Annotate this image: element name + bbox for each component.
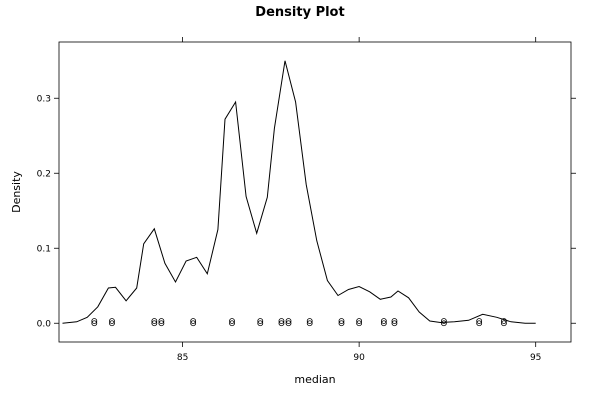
rug-point — [151, 318, 158, 324]
rug-point — [501, 320, 507, 327]
density-series-line — [62, 60, 536, 324]
rug-point — [257, 320, 264, 327]
rug-point — [285, 318, 292, 324]
y-axis-label: Density — [10, 171, 23, 213]
y-tick-label: 0.3 — [37, 94, 51, 104]
x-tick-label: 95 — [530, 353, 541, 363]
plot-panel-border — [58, 41, 572, 343]
rug-point — [278, 320, 285, 327]
rug-point — [501, 318, 507, 324]
rug-point — [285, 320, 292, 327]
rug-point — [476, 320, 483, 327]
rug-point — [356, 318, 363, 324]
y-tick-label: 0.2 — [37, 169, 51, 179]
y-axis: 0.0 0.1 0.2 0.3 — [37, 94, 576, 329]
rug-point — [476, 318, 483, 324]
rug-point — [229, 320, 235, 327]
rug-point — [158, 320, 165, 327]
rug-point — [440, 320, 447, 327]
rug-point — [380, 318, 387, 324]
rug-point — [338, 320, 345, 327]
rug-point — [306, 320, 313, 327]
rug-point — [356, 320, 363, 327]
chart-title: Density Plot — [255, 5, 344, 20]
y-tick-label: 0.0 — [37, 319, 52, 329]
x-axis-label: median — [294, 373, 335, 386]
y-tick-label: 0.1 — [37, 244, 51, 254]
rug-point — [151, 320, 158, 327]
rug-points — [91, 318, 507, 327]
rug-point — [109, 318, 115, 324]
rug-point — [190, 318, 197, 324]
rug-point — [229, 318, 235, 324]
rug-point — [278, 318, 285, 324]
rug-point — [391, 318, 398, 324]
rug-point — [190, 320, 197, 327]
rug-point — [109, 320, 115, 327]
rug-point — [440, 318, 447, 324]
x-tick-label: 90 — [353, 353, 365, 363]
rug-point — [380, 320, 387, 327]
x-tick-label: 85 — [177, 353, 188, 363]
x-axis: 85 90 95 — [177, 37, 541, 363]
rug-point — [257, 318, 264, 324]
rug-point — [338, 318, 345, 324]
rug-point — [391, 320, 398, 327]
rug-point — [91, 320, 98, 327]
rug-point — [306, 318, 313, 324]
rug-point — [91, 318, 98, 324]
rug-point — [158, 318, 165, 324]
